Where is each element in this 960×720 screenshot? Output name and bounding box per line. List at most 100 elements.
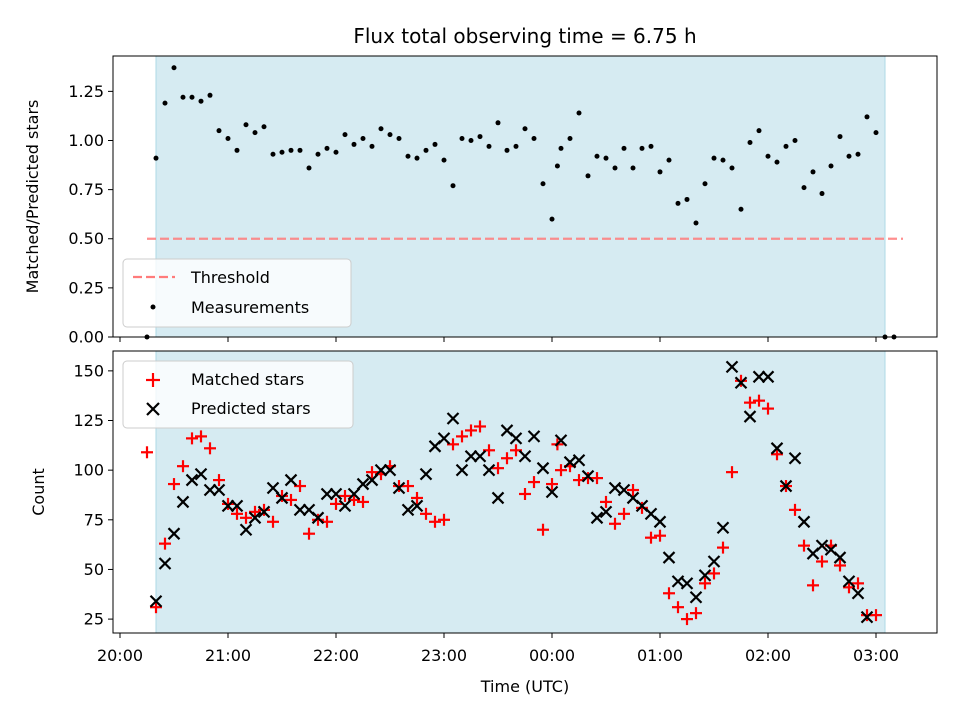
predicted-star-point (779, 479, 793, 493)
measurement-point (378, 126, 384, 132)
measurement-point (351, 141, 357, 147)
measurement-point (594, 153, 600, 159)
bottom-y-tick-label: 125 (73, 411, 104, 430)
matched-star-point (645, 531, 657, 544)
matched-star-point (591, 472, 603, 485)
measurement-point (189, 94, 195, 100)
top-y-ticks: 0.00 0.25 0.50 0.75 1.00 1.25 (68, 82, 113, 347)
predicted-star-point (248, 511, 262, 525)
measurement-point (270, 151, 276, 157)
measurement-point (819, 191, 825, 197)
predicted-star-point (239, 523, 253, 537)
matched-star-point (285, 493, 297, 506)
measurement-point (504, 147, 510, 153)
predicted-star-point (284, 473, 298, 487)
measurement-point (261, 124, 267, 130)
measurement-point (675, 200, 681, 206)
matched-star-point (474, 420, 486, 433)
measurement-point (405, 153, 411, 159)
legend-predicted-label: Predicted stars (191, 399, 311, 418)
measurement-point (243, 122, 249, 128)
matched-star-point (366, 466, 378, 479)
predicted-star-point (446, 412, 460, 425)
measurement-point (657, 169, 663, 175)
measurement-point (297, 147, 303, 153)
matched-star-point (240, 511, 252, 524)
measurement-point (333, 149, 339, 155)
matched-star-point (141, 446, 153, 459)
predicted-star-point (734, 376, 748, 390)
bottom-legend: Matched stars Predicted stars (122, 360, 354, 429)
matched-star-point (600, 495, 612, 508)
matched-star-point (744, 396, 756, 409)
measurement-point (477, 134, 483, 140)
measurement-point (792, 137, 798, 143)
measurement-point (540, 181, 546, 187)
matched-star-point (816, 555, 828, 568)
bottom-panel: 25 50 75 100 125 150 20:00 21:00 22:00 23:00 00:0… (29, 337, 938, 696)
legend-measurements-swatch (150, 304, 156, 310)
predicted-star-point (437, 432, 451, 445)
matched-star-point (528, 476, 540, 489)
matched-star-point (546, 478, 558, 491)
legend-measurements-label: Measurements (191, 298, 309, 317)
predicted-star-point (338, 499, 352, 513)
matched-star-point (357, 495, 369, 508)
predicted-star-point (797, 515, 811, 529)
measurement-point (855, 151, 861, 157)
bottom-y-ticks: 25 50 75 100 125 150 (73, 361, 113, 629)
matched-star-point (276, 489, 288, 502)
measurement-point (441, 157, 447, 163)
measurement-point (279, 149, 285, 155)
measurement-point (225, 136, 231, 142)
predicted-star-point (482, 463, 496, 477)
matched-star-point (537, 523, 549, 536)
predicted-star-point (455, 463, 469, 477)
predicted-star-point (149, 594, 163, 608)
measurement-point (576, 110, 582, 116)
measurement-point (720, 157, 726, 163)
measurement-point (558, 145, 564, 151)
predicted-star-point (590, 511, 604, 525)
predicted-star-point (176, 495, 190, 509)
predicted-star-point (293, 503, 307, 517)
matched-star-point (798, 539, 810, 552)
matched-star-point (717, 541, 729, 554)
measurement-point (549, 216, 555, 222)
measurement-point (153, 155, 159, 161)
predicted-star-point (311, 511, 325, 525)
matched-star-point (852, 577, 864, 590)
top-y-tick-label: 0.50 (68, 229, 104, 248)
matched-star-point (204, 442, 216, 455)
bottom-axes-frame (112, 350, 938, 634)
predicted-star-point (527, 430, 541, 443)
matched-star-point (519, 487, 531, 500)
predicted-star-point (662, 551, 676, 564)
predicted-star-point (491, 491, 505, 505)
measurement-point (648, 143, 654, 149)
matched-star-point (690, 607, 702, 620)
measurement-point (414, 155, 420, 161)
matched-star-point (618, 507, 630, 520)
bottom-y-tick-label: 75 (84, 510, 104, 529)
measurement-point (738, 206, 744, 212)
matched-star-point (267, 515, 279, 528)
top-y-tick-label: 1.00 (68, 131, 104, 150)
measurement-point (693, 220, 699, 226)
top-panel: Flux total observing time = 6.75 h 0.000… (23, 24, 938, 347)
measurement-points (144, 65, 897, 340)
predicted-star-point (275, 491, 289, 505)
predicted-star-point (230, 499, 244, 513)
matched-star-point (870, 609, 882, 622)
matched-star-point (168, 478, 180, 491)
predicted-star-point (698, 569, 712, 582)
predicted-star-point (581, 469, 595, 483)
matched-star-point (420, 507, 432, 520)
matched-star-point (150, 601, 162, 614)
matched-star-point (627, 484, 639, 497)
measurement-point (531, 136, 537, 142)
measurement-point (846, 153, 852, 159)
matched-star-point (330, 497, 342, 510)
matched-star-point (429, 515, 441, 528)
predicted-star-point (680, 577, 694, 590)
